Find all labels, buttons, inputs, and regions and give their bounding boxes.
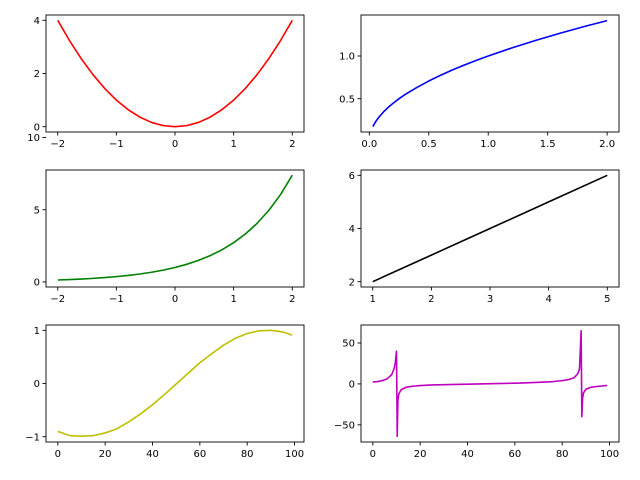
x-tick-label: 3 [487,294,493,305]
x-tick-label: 2.0 [599,139,615,150]
y-tick-label: 1 [34,326,40,337]
axes-frame [45,169,305,288]
y-tick-label: −1 [25,432,40,443]
y-tick-label: 1.0 [339,52,355,63]
x-tick-label: 60 [193,449,206,460]
x-tick-label: 1 [370,294,376,305]
x-tick-label: 1 [230,294,236,305]
y-tick-label: 2 [34,69,40,80]
x-tick-label: −1 [109,139,124,150]
x-tick-label: 80 [556,449,569,460]
x-tick-label: 1 [230,139,236,150]
x-tick-label: 20 [414,449,427,460]
x-tick-label: 0 [172,294,178,305]
x-tick-label: 100 [285,449,304,460]
x-tick-label: 0 [55,449,61,460]
x-tick-label: 2 [428,294,434,305]
y-tick-label: −50 [334,420,355,431]
y-tick-label: 0.5 [339,94,355,105]
x-tick-label: 0.0 [361,139,377,150]
y-tick-label: 4 [34,16,40,27]
x-tick-label: −2 [50,294,65,305]
axes-frame [45,324,305,443]
x-tick-label: 0 [172,139,178,150]
series-line [57,174,293,281]
subplot-1: −2 −1 0 1 2 0 2 4 [34,14,305,150]
x-tick-label: 2 [289,294,295,305]
x-tick-label: 40 [461,449,474,460]
subplot-4: 1 2 3 4 5 2 4 6 [349,169,620,305]
x-tick-label: 2 [289,139,295,150]
y-tick-label: 2 [349,277,355,288]
x-tick-label: −2 [50,139,65,150]
y-tick-label: 0 [349,380,355,391]
axes-frame [360,14,620,133]
y-tick-label: 6 [349,171,355,182]
x-tick-label: 60 [508,449,521,460]
series-line [57,329,293,437]
y-tick-label: 5 [34,205,40,216]
x-tick-label: 1.0 [480,139,496,150]
y-tick-label: 0 [34,278,40,289]
subplot-2: 0.0 0.5 1.0 1.5 2.0 0.5 1.0 [339,14,620,150]
series-line [372,19,608,128]
x-tick-label: 80 [241,449,254,460]
y-tick-label: 50 [342,339,355,350]
series-line [372,329,608,438]
y-tick-label: 0 [34,379,40,390]
y-tick-label: 4 [349,224,355,235]
x-tick-label: 5 [604,294,610,305]
x-tick-label: 4 [545,294,551,305]
subplot-6: 0 20 40 60 80 100 −50 0 50 [334,324,620,460]
x-tick-label: 100 [600,449,619,460]
series-line [372,174,608,283]
x-tick-label: 20 [99,449,112,460]
x-tick-label: 1.5 [540,139,556,150]
axes-frame [45,14,305,133]
series-line [57,19,293,128]
y-tick-label: 10 [27,133,40,144]
x-tick-label: −1 [109,294,124,305]
x-tick-label: 40 [146,449,159,460]
x-tick-label: 0.5 [421,139,437,150]
y-tick-label: 0 [34,122,40,133]
subplot-5: 0 20 40 60 80 100 −1 0 1 [25,324,305,460]
x-tick-label: 0 [370,449,376,460]
